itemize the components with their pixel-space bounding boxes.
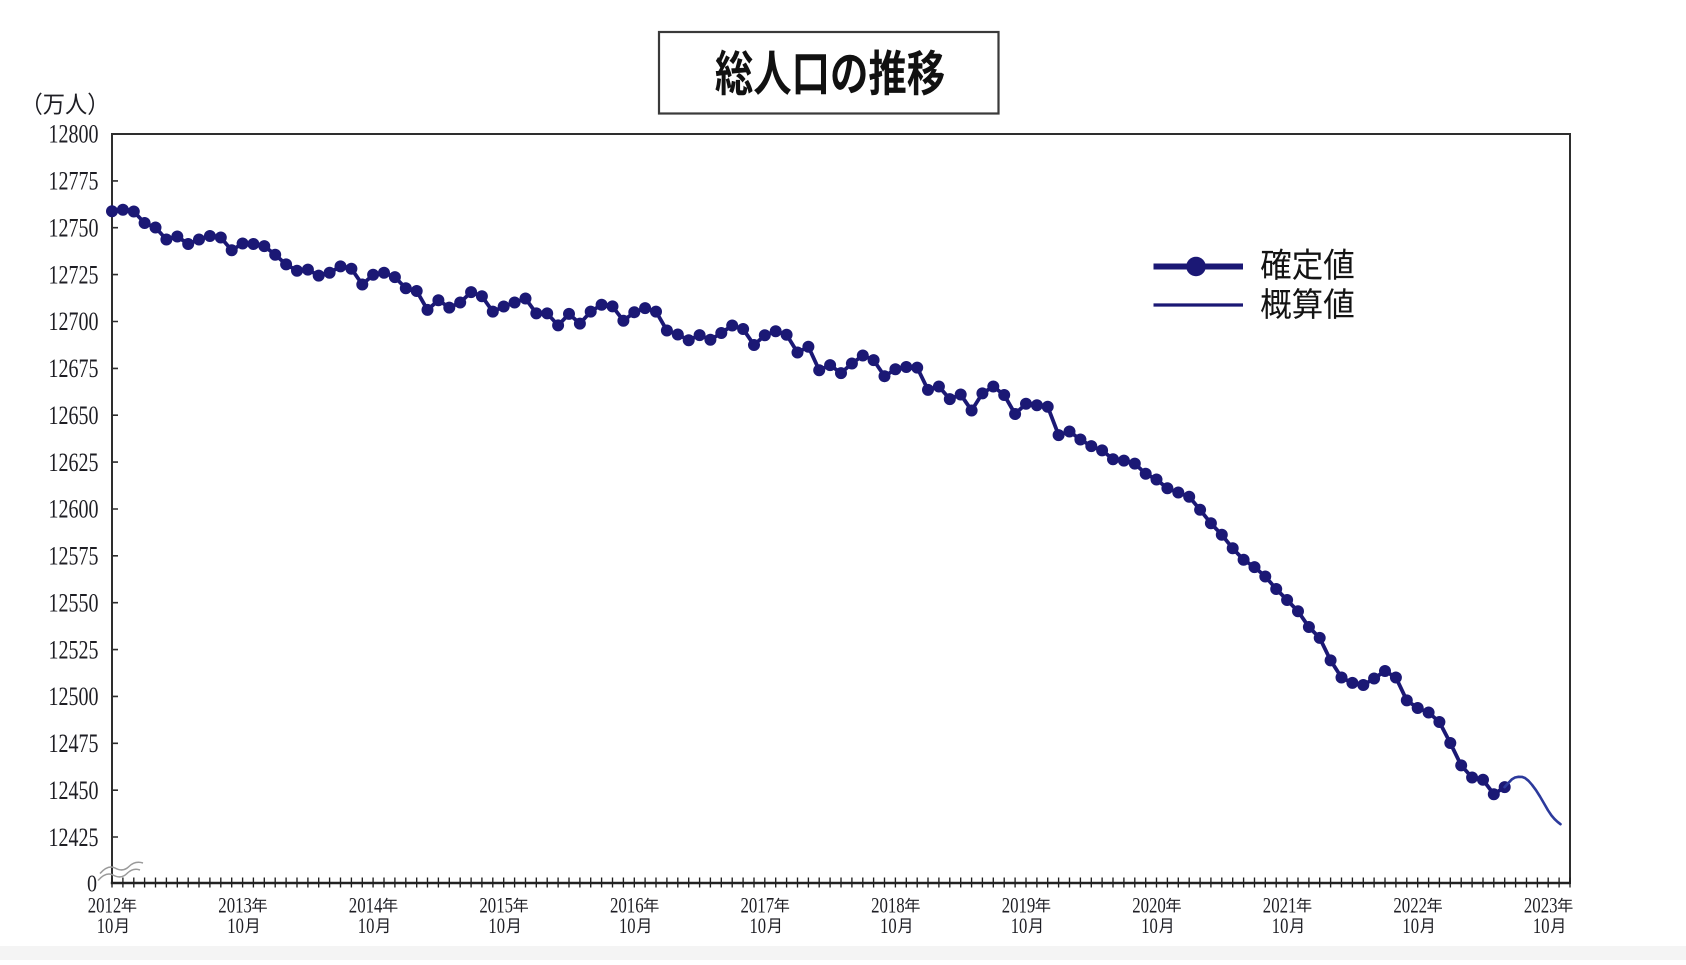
svg-text:10: 10: [1141, 913, 1158, 938]
svg-text:12550: 12550: [49, 588, 99, 617]
svg-text:12600: 12600: [49, 495, 99, 524]
svg-text:2014: 2014: [349, 892, 383, 917]
svg-text:2019: 2019: [1002, 892, 1036, 917]
svg-text:12475: 12475: [49, 729, 99, 758]
svg-text:12650: 12650: [49, 401, 99, 430]
svg-text:10: 10: [1011, 913, 1028, 938]
svg-text:10: 10: [358, 913, 375, 938]
svg-text:10: 10: [1272, 913, 1289, 938]
svg-text:2016: 2016: [610, 892, 644, 917]
svg-text:2015: 2015: [479, 892, 513, 917]
svg-text:10: 10: [97, 913, 114, 938]
svg-text:12775: 12775: [49, 167, 99, 196]
svg-text:12675: 12675: [49, 354, 99, 383]
svg-text:2021: 2021: [1263, 892, 1297, 917]
svg-text:2018: 2018: [871, 892, 905, 917]
svg-text:12750: 12750: [49, 213, 99, 242]
svg-text:2020: 2020: [1132, 892, 1166, 917]
svg-text:10: 10: [227, 913, 244, 938]
svg-text:12700: 12700: [49, 307, 99, 336]
svg-text:2013: 2013: [218, 892, 252, 917]
svg-text:2017: 2017: [741, 892, 775, 917]
svg-text:10: 10: [880, 913, 897, 938]
svg-text:0: 0: [87, 872, 97, 898]
svg-text:2012: 2012: [88, 892, 122, 917]
svg-text:2023: 2023: [1524, 892, 1558, 917]
svg-text:10: 10: [750, 913, 767, 938]
svg-text:10: 10: [1402, 913, 1419, 938]
svg-text:12425: 12425: [49, 823, 99, 852]
svg-text:10: 10: [1533, 913, 1550, 938]
svg-text:10: 10: [619, 913, 636, 938]
svg-text:12525: 12525: [49, 635, 99, 664]
svg-text:12725: 12725: [49, 260, 99, 289]
svg-text:12450: 12450: [49, 776, 99, 805]
svg-text:2022: 2022: [1393, 892, 1427, 917]
svg-text:10: 10: [488, 913, 505, 938]
svg-text:12575: 12575: [49, 542, 99, 571]
svg-text:12800: 12800: [49, 120, 99, 149]
svg-text:12500: 12500: [49, 682, 99, 711]
svg-text:12625: 12625: [49, 448, 99, 477]
